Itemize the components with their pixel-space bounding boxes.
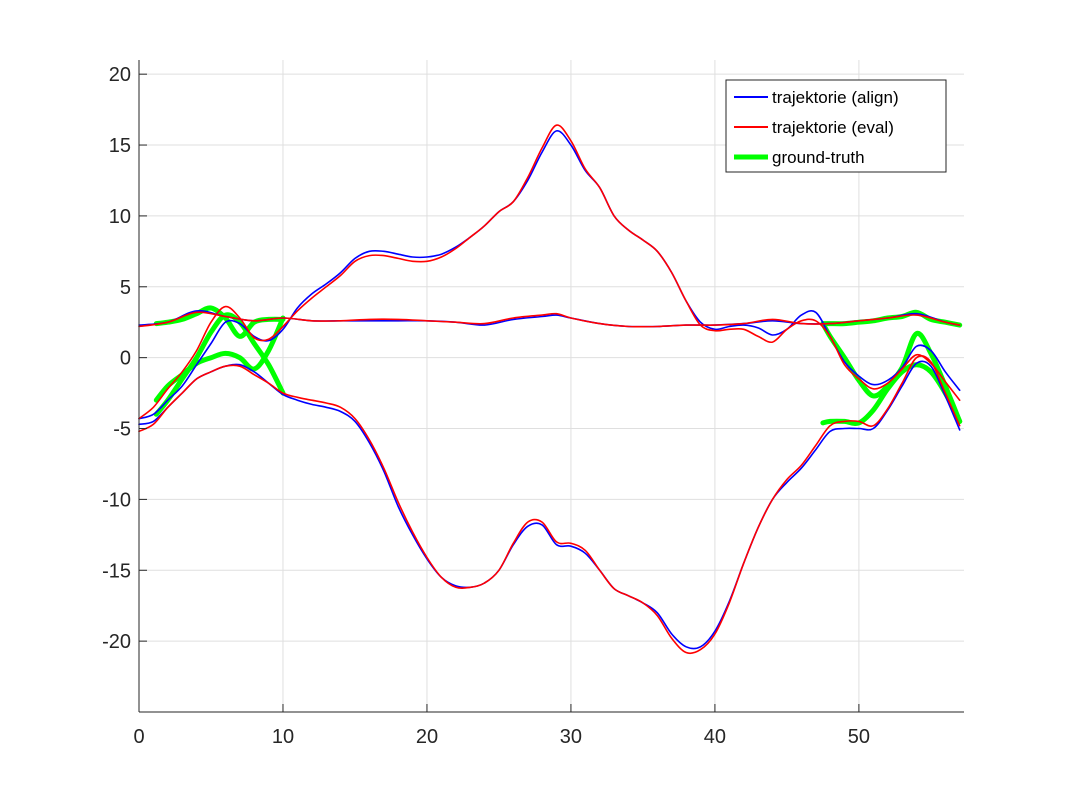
x-tick-label-5: 50 — [848, 726, 870, 748]
y-tick-label-6: -10 — [102, 489, 131, 511]
plot-series — [138, 124, 963, 655]
y-tick-label-2: 10 — [109, 206, 131, 228]
axes — [138, 60, 964, 713]
y-tick-label-3: 5 — [120, 277, 131, 299]
series-line-trajektorie-eval--upper — [138, 124, 961, 420]
x-tick-label-1: 10 — [272, 726, 294, 748]
grid-lines — [138, 60, 964, 712]
x-tick-label-4: 40 — [704, 726, 726, 748]
x-tick-label-2: 20 — [416, 726, 438, 748]
legend-label-ground-truth: ground-truth — [772, 148, 865, 167]
y-tick-label-7: -15 — [102, 560, 131, 582]
y-tick-label-0: 20 — [109, 64, 131, 86]
y-tick-label-8: -20 — [102, 631, 131, 653]
y-tick-label-1: 15 — [109, 135, 131, 157]
x-tick-label-0: 0 — [133, 726, 144, 748]
series-line-trajektorie-eval--middle — [138, 311, 961, 328]
series-line-ground-truth-left-a — [153, 312, 286, 417]
x-tick-label-3: 30 — [560, 726, 582, 748]
legend-label-align: trajektorie (align) — [772, 88, 899, 107]
y-tick-label-5: -5 — [113, 419, 131, 441]
series-line-trajektorie-align--upper — [138, 130, 961, 420]
legend-label-eval: trajektorie (eval) — [772, 118, 894, 137]
series-line-trajektorie-eval--lower — [138, 355, 961, 655]
legend: trajektorie (align) trajektorie (eval) g… — [725, 79, 947, 173]
y-tick-label-4: 0 — [120, 348, 131, 370]
